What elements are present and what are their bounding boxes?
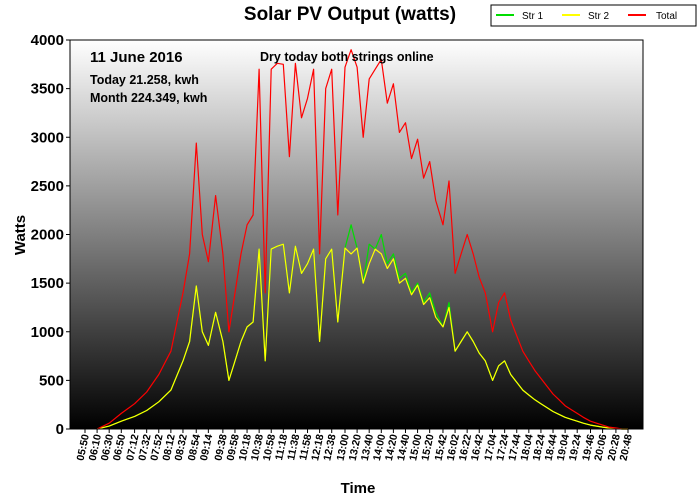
- y-axis: 0 500 1000 1500 2000 2500 3000 3500 4000: [31, 32, 70, 438]
- x-tick-label: 14:40: [395, 433, 412, 462]
- x-tick-label: 17:44: [506, 433, 523, 462]
- x-tick-label: 19:46: [580, 433, 597, 462]
- x-tick-label: 11:38: [285, 433, 302, 461]
- x-tick-label: 13:40: [359, 433, 376, 462]
- x-tick-label: 11:18: [273, 433, 290, 461]
- x-tick-label: 18:04: [518, 433, 535, 462]
- x-tick-label: 20:48: [618, 433, 635, 462]
- x-tick-label: 09:58: [225, 433, 242, 462]
- x-axis: 05:5006:1006:3006:5007:1207:3207:5208:12…: [75, 429, 635, 462]
- x-tick-label: 06:50: [111, 433, 128, 462]
- x-tick-label: 14:00: [371, 433, 388, 462]
- x-tick-label: 16:22: [457, 433, 474, 462]
- x-tick-label: 12:18: [309, 433, 326, 462]
- y-tick-label: 2000: [31, 227, 64, 244]
- x-tick-label: 10:58: [261, 433, 278, 462]
- y-tick-label: 3500: [31, 81, 64, 98]
- x-tick-label: 18:44: [543, 433, 560, 462]
- y-tick-label: 2500: [31, 178, 64, 195]
- status-note: Dry today both strings online: [260, 50, 434, 64]
- x-axis-title: Time: [341, 480, 376, 497]
- date-annotation: 11 June 2016: [90, 49, 183, 66]
- x-tick-label: 20:06: [592, 433, 609, 462]
- x-tick-label: 08:54: [186, 433, 203, 462]
- x-tick-label: 17:04: [482, 433, 499, 462]
- x-tick-label: 15:00: [407, 433, 424, 462]
- today-energy: Today 21.258, kwh: [90, 73, 199, 87]
- x-tick-label: 13:00: [335, 433, 352, 462]
- x-tick-label: 19:24: [567, 433, 584, 462]
- y-tick-label: 500: [39, 372, 64, 389]
- x-tick-label: 19:04: [555, 433, 572, 462]
- x-tick-label: 12:38: [321, 433, 338, 462]
- x-tick-label: 14:20: [383, 433, 400, 462]
- x-tick-label: 10:38: [249, 433, 266, 462]
- y-tick-label: 3000: [31, 129, 64, 146]
- x-tick-label: 08:32: [173, 433, 190, 462]
- legend-box: [490, 4, 697, 27]
- x-tick-label: 07:32: [136, 433, 153, 462]
- series-line-str-2: [96, 243, 628, 430]
- y-axis-title: Watts: [12, 215, 29, 255]
- x-tick-label: 07:52: [148, 433, 165, 462]
- x-tick-label: 08:12: [160, 433, 177, 462]
- x-tick-label: 10:18: [237, 433, 254, 462]
- x-tick-label: 05:50: [75, 433, 92, 462]
- y-tick-label: 1500: [31, 275, 64, 292]
- y-tick-label: 1000: [31, 324, 64, 341]
- x-tick-label: 09:14: [198, 433, 215, 462]
- chart-title: Solar PV Output (watts): [244, 4, 456, 25]
- plot-background: [70, 40, 643, 429]
- y-tick-label: 4000: [31, 32, 64, 49]
- x-tick-label: 11:58: [297, 433, 314, 461]
- legend-label-str2: Str 2: [588, 11, 610, 22]
- x-tick-label: 07:12: [124, 433, 141, 462]
- x-tick-label: 09:38: [212, 433, 229, 462]
- legend: Str 1 Str 2 Total: [490, 4, 697, 27]
- x-tick-label: 20:28: [606, 433, 623, 462]
- legend-label-str1: Str 1: [522, 11, 544, 22]
- x-tick-label: 17:24: [494, 433, 511, 462]
- x-tick-label: 16:02: [445, 433, 462, 462]
- month-energy: Month 224.349, kwh: [90, 91, 207, 105]
- x-tick-label: 16:42: [469, 433, 486, 462]
- x-tick-label: 13:20: [347, 433, 364, 462]
- x-tick-label: 06:10: [87, 433, 104, 462]
- x-tick-label: 15:20: [419, 433, 436, 462]
- x-tick-label: 06:30: [99, 433, 116, 462]
- y-tick-label: 0: [56, 421, 64, 438]
- series-layer: [96, 49, 628, 430]
- x-tick-label: 18:24: [531, 433, 548, 462]
- x-tick-label: 15:42: [433, 433, 450, 462]
- series-line-total: [96, 49, 628, 430]
- legend-label-total: Total: [656, 11, 677, 22]
